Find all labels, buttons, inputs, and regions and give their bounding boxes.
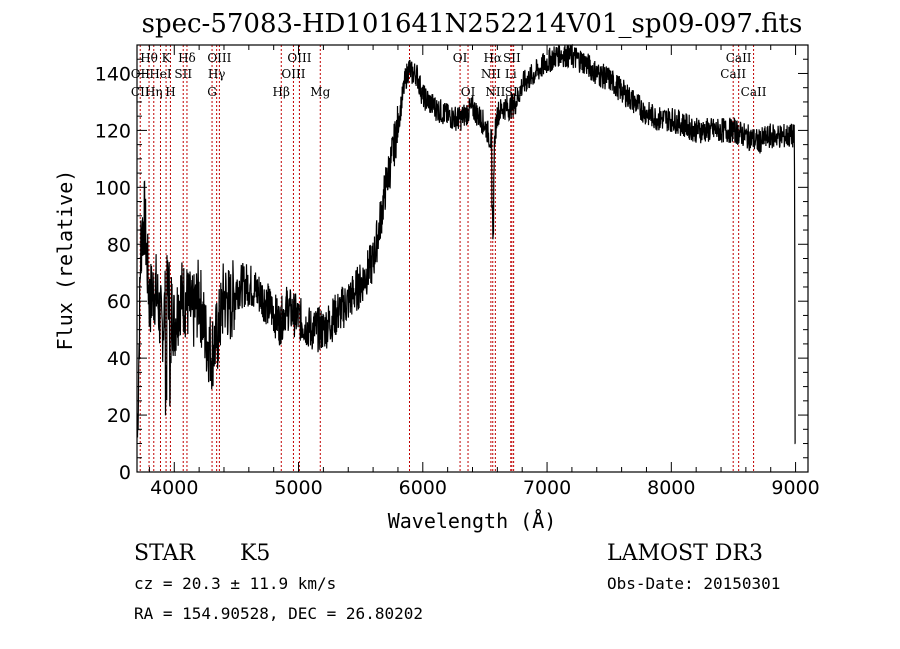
object-class: STAR xyxy=(134,541,196,566)
line-label-26: CaII xyxy=(741,85,767,99)
line-label-3: Hη xyxy=(145,85,163,99)
line-label-5: K xyxy=(162,51,172,65)
line-label-20: NII xyxy=(481,67,501,81)
line-label-15: Mg xyxy=(310,85,330,99)
y-tick-label-4: 80 xyxy=(107,234,131,256)
line-label-7: SII xyxy=(174,67,192,81)
y-tick-label-3: 60 xyxy=(107,291,131,313)
y-tick-label-6: 120 xyxy=(95,120,131,142)
line-label-19: SII xyxy=(503,51,521,65)
y-tick-label-1: 20 xyxy=(107,405,131,427)
x-tick-label-5: 9000 xyxy=(771,477,819,499)
line-label-12: OIII xyxy=(287,51,311,65)
line-label-14: Hβ xyxy=(273,85,290,99)
y-tick-label-2: 40 xyxy=(107,348,131,370)
chart-title: spec-57083-HD101641N252214V01_sp09-097.f… xyxy=(142,9,803,39)
y-tick-label-7: 140 xyxy=(95,63,131,85)
line-label-11: G xyxy=(207,85,217,99)
line-label-21: Li xyxy=(505,67,517,81)
x-tick-label-4: 8000 xyxy=(647,477,695,499)
line-label-8: Hδ xyxy=(178,51,196,65)
y-tick-label-5: 100 xyxy=(95,177,131,199)
line-label-24: CaII xyxy=(726,51,752,65)
line-label-25: CaII xyxy=(720,67,746,81)
line-label-2: CII xyxy=(131,85,150,99)
line-label-0: Hθ xyxy=(140,51,158,65)
line-label-10: Hγ xyxy=(208,67,226,81)
ra-dec: RA = 154.90528, DEC = 26.80202 xyxy=(134,604,423,623)
x-tick-label-1: 5000 xyxy=(274,477,322,499)
y-tick-label-0: 0 xyxy=(119,462,131,484)
x-tick-label-0: 4000 xyxy=(150,477,198,499)
redshift-cz: cz = 20.3 ± 11.9 km/s xyxy=(134,574,336,593)
x-tick-label-3: 7000 xyxy=(523,477,571,499)
axis-ticks: 4000 5000 6000 7000 8000 9000 0 20 40 60 80 100 120 1… xyxy=(95,45,820,499)
line-label-1: OII xyxy=(131,67,151,81)
observation-date: Obs-Date: 20150301 xyxy=(607,574,780,593)
line-label-22: NII xyxy=(485,85,505,99)
x-tick-label-2: 6000 xyxy=(399,477,447,499)
object-subclass: K5 xyxy=(240,541,270,566)
line-label-6: H xyxy=(165,85,175,99)
line-label-4: HeI xyxy=(149,67,172,81)
line-label-16: OI xyxy=(453,51,468,65)
line-label-13: OIII xyxy=(281,67,305,81)
y-axis-label: Flux (relative) xyxy=(53,170,77,351)
line-label-9: OIII xyxy=(207,51,231,65)
line-markers xyxy=(139,45,755,472)
x-axis-label: Wavelength (Å) xyxy=(388,509,557,533)
line-label-18: Hα xyxy=(483,51,502,65)
line-label-17: OI xyxy=(461,85,476,99)
spectrum-line xyxy=(136,43,796,445)
survey-name: LAMOST DR3 xyxy=(607,541,763,566)
